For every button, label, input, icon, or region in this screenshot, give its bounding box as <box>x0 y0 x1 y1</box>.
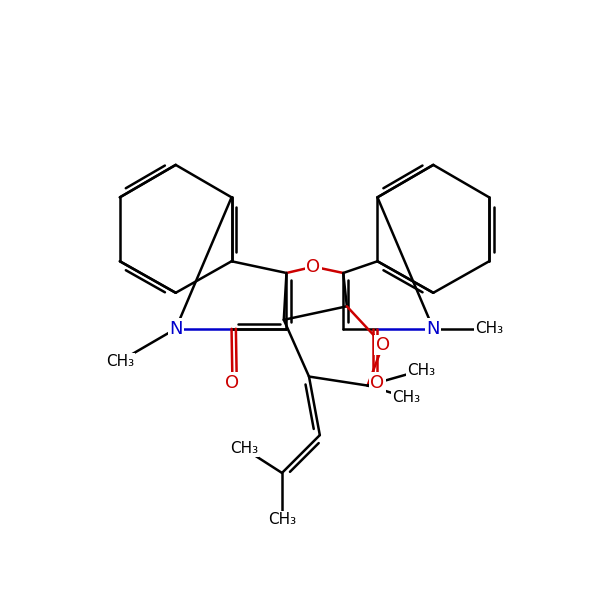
Text: O: O <box>226 374 239 392</box>
Text: CH₃: CH₃ <box>106 354 134 369</box>
Text: CH₃: CH₃ <box>268 512 296 527</box>
Text: CH₃: CH₃ <box>407 363 436 378</box>
Text: N: N <box>427 320 440 338</box>
Text: N: N <box>169 320 182 338</box>
Text: CH₃: CH₃ <box>475 322 503 337</box>
Text: O: O <box>307 257 320 275</box>
Text: O: O <box>376 336 390 354</box>
Text: O: O <box>370 374 385 392</box>
Text: CH₃: CH₃ <box>230 441 258 456</box>
Text: CH₃: CH₃ <box>392 390 421 405</box>
